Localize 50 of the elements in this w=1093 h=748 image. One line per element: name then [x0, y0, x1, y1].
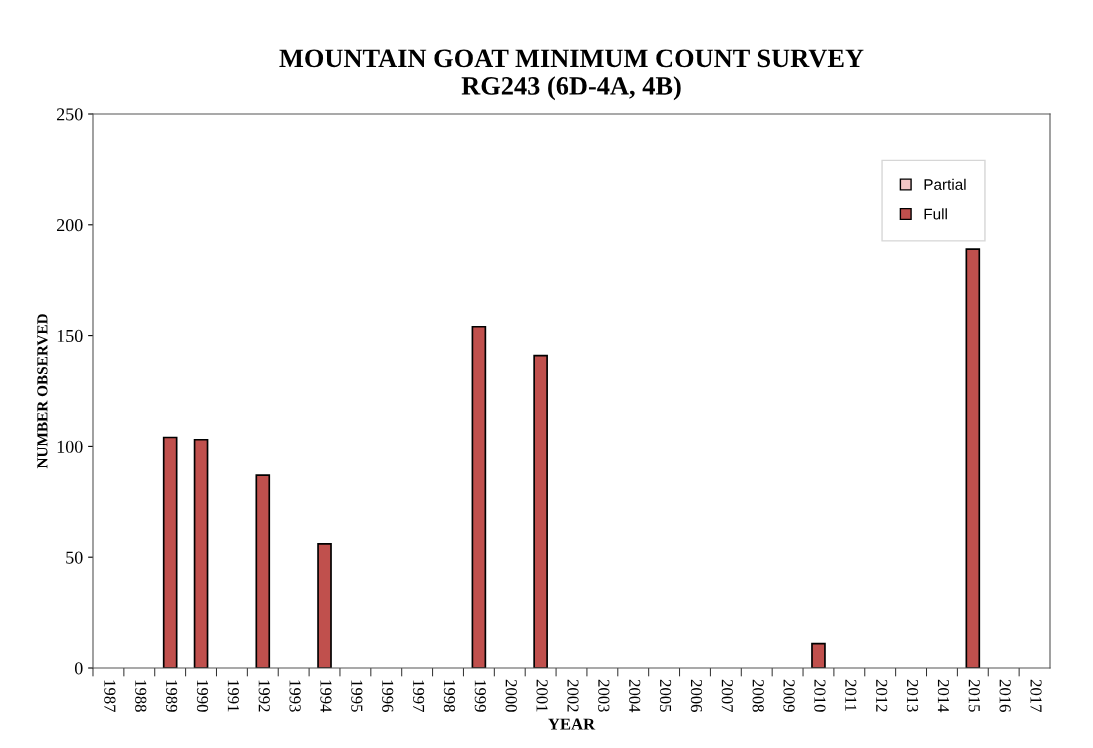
- bar: [317, 543, 332, 668]
- x-tick-label: 1998: [443, 680, 456, 712]
- x-tick-label: 2010: [814, 679, 826, 712]
- x-tick-label: 1989: [166, 680, 178, 712]
- x-tick-label: 2012: [876, 679, 888, 712]
- x-tick-label: 1995: [351, 680, 363, 712]
- x-tick-label: 2016: [999, 679, 1011, 712]
- x-tick-label: 2005: [659, 679, 672, 712]
- x-tick-label: 2002: [567, 679, 579, 712]
- bar: [965, 248, 981, 668]
- y-tick-label: 250: [56, 108, 83, 121]
- x-tick-label: 2008: [752, 679, 764, 712]
- bar: [471, 325, 487, 668]
- x-tick-label: 2011: [845, 679, 857, 711]
- x-tick-label: 1993: [289, 680, 301, 712]
- bar: [162, 436, 178, 668]
- x-tick-label: 1992: [258, 680, 270, 712]
- bar: [193, 438, 209, 668]
- x-tick-label: 2013: [906, 679, 919, 712]
- bar: [811, 642, 826, 668]
- x-tick-label: 2007: [721, 679, 733, 712]
- x-tick-label: 2014: [937, 679, 950, 713]
- y-tick-label: 0: [74, 662, 83, 675]
- x-tick-label: 2015: [968, 679, 980, 712]
- x-tick-label: 2000: [505, 679, 517, 712]
- y-tick-label: 200: [56, 219, 83, 232]
- y-tick-label: 100: [57, 440, 83, 453]
- x-tick-label: 2009: [783, 679, 795, 712]
- y-tick-label: 50: [66, 551, 83, 564]
- x-tick-label: 1997: [412, 680, 425, 712]
- x-tick-label: 1991: [227, 680, 239, 712]
- x-axis-title: YEAR: [548, 718, 596, 730]
- x-tick-label: 1994: [320, 680, 332, 713]
- x-tick-label: 1988: [135, 680, 147, 712]
- x-tick-label: 2006: [690, 679, 703, 712]
- bar: [533, 354, 548, 668]
- x-tick-label: 2017: [1030, 679, 1042, 712]
- x-tick-label: 2004: [629, 679, 641, 713]
- y-tick-label: 150: [57, 329, 83, 343]
- y-axis-title: NUMBER OBSERVED: [37, 314, 48, 469]
- x-tick-label: 1996: [382, 680, 394, 712]
- chart-title: MOUNTAIN GOAT MINIMUM COUNT SURVEY RG243 (6D-4A, 4B): [279, 49, 864, 101]
- x-tick-label: 2003: [598, 679, 610, 712]
- bar: [255, 474, 271, 668]
- x-tick-label: 1990: [196, 680, 209, 712]
- x-tick-label: 1987: [104, 680, 116, 712]
- x-tick-label: 2001: [536, 679, 548, 712]
- legend-label: Full: [924, 208, 947, 220]
- x-tick-label: 1999: [474, 680, 486, 712]
- legend-label: Partial: [924, 178, 966, 190]
